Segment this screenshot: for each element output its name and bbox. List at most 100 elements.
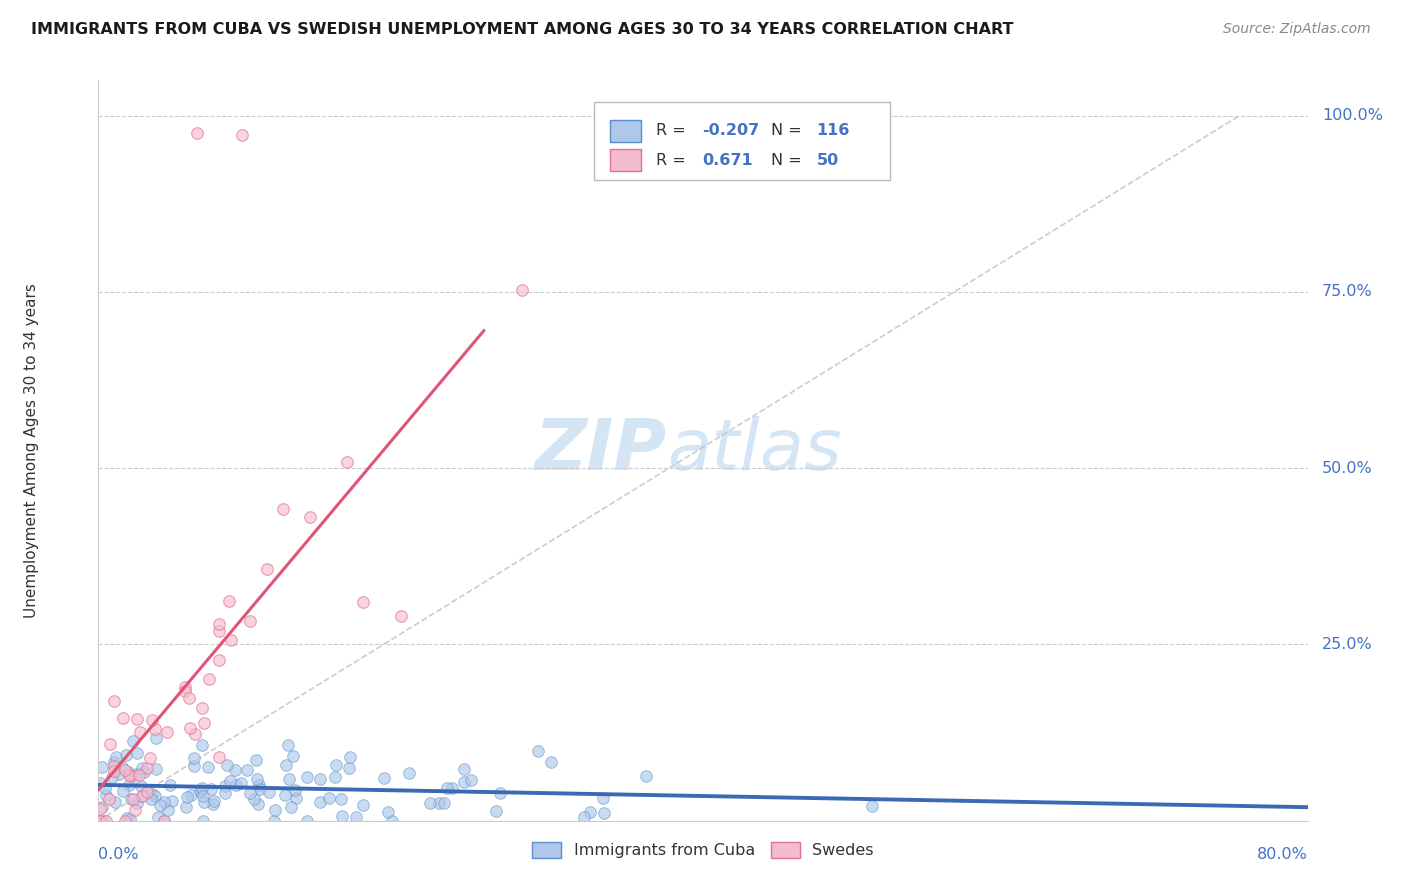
Point (219, 774, 242, 789)
Text: 50.0%: 50.0% (1322, 460, 1372, 475)
Point (193, 716, 215, 731)
Point (433, 796, 456, 810)
Point (488, 786, 510, 800)
Point (231, 128, 253, 143)
Point (398, 765, 420, 780)
Point (325, 757, 347, 772)
Point (141, 787, 163, 801)
Point (153, 795, 176, 809)
Point (191, 781, 214, 796)
Point (278, 772, 301, 787)
Point (330, 808, 353, 822)
Point (453, 775, 475, 789)
Point (297, 770, 319, 784)
Point (184, 727, 207, 741)
Text: N =: N = (770, 123, 807, 138)
Point (131, 789, 153, 803)
Point (174, 799, 197, 814)
Point (572, 810, 595, 824)
Point (389, 609, 412, 624)
Point (218, 594, 240, 608)
Point (453, 762, 475, 776)
Point (103, 759, 125, 773)
Point (114, 814, 136, 828)
Point (274, 758, 297, 772)
Point (174, 684, 197, 698)
Point (183, 758, 205, 772)
Point (156, 724, 179, 739)
Point (111, 760, 134, 774)
Point (485, 804, 508, 818)
Point (188, 784, 211, 798)
Point (149, 797, 172, 812)
Point (243, 792, 266, 806)
Point (257, 785, 280, 799)
Point (104, 795, 127, 809)
Point (336, 455, 359, 469)
Point (198, 672, 221, 686)
Point (122, 792, 145, 806)
Point (118, 812, 141, 826)
Point (201, 797, 224, 811)
Point (183, 751, 205, 765)
Point (94, 814, 117, 828)
Point (246, 772, 269, 786)
Point (208, 653, 231, 667)
Point (634, 769, 657, 783)
Point (104, 750, 127, 764)
Point (128, 768, 150, 782)
Text: -0.207: -0.207 (702, 123, 759, 138)
Point (125, 746, 148, 760)
Point (284, 782, 307, 797)
Point (197, 760, 219, 774)
Point (131, 789, 153, 803)
Point (127, 796, 149, 810)
Point (308, 795, 330, 809)
Point (153, 814, 176, 828)
Point (91, 814, 114, 828)
Point (330, 791, 353, 805)
Point (419, 796, 441, 810)
Point (202, 793, 225, 807)
FancyBboxPatch shape (610, 149, 641, 171)
Point (193, 814, 215, 828)
Point (352, 798, 374, 813)
Point (208, 750, 231, 764)
Point (177, 691, 200, 706)
Point (219, 633, 242, 648)
Point (94, 781, 117, 796)
Point (377, 805, 399, 820)
Text: 100.0%: 100.0% (1322, 108, 1384, 123)
Point (118, 779, 141, 793)
Point (115, 811, 138, 825)
Point (236, 763, 259, 777)
Point (180, 788, 202, 802)
Point (98, 737, 121, 751)
Point (132, 764, 155, 779)
Point (256, 562, 278, 576)
Point (373, 771, 395, 785)
Text: 25.0%: 25.0% (1322, 637, 1372, 652)
Point (592, 791, 614, 805)
Point (592, 806, 614, 821)
Point (159, 778, 181, 792)
Point (245, 753, 267, 767)
Point (103, 755, 125, 769)
Point (111, 711, 134, 725)
Text: 80.0%: 80.0% (1257, 847, 1308, 863)
Point (179, 721, 201, 735)
Point (136, 784, 159, 798)
Point (337, 761, 360, 775)
Point (352, 595, 374, 609)
Point (122, 733, 145, 747)
Point (156, 803, 179, 817)
Point (139, 751, 162, 765)
Point (145, 731, 167, 745)
Point (271, 502, 294, 516)
Point (89, 802, 111, 816)
Text: R =: R = (655, 123, 690, 138)
Point (318, 791, 340, 805)
Point (510, 284, 533, 298)
Text: Unemployment Among Ages 30 to 34 years: Unemployment Among Ages 30 to 34 years (24, 283, 39, 618)
Text: ZIP: ZIP (534, 416, 666, 485)
